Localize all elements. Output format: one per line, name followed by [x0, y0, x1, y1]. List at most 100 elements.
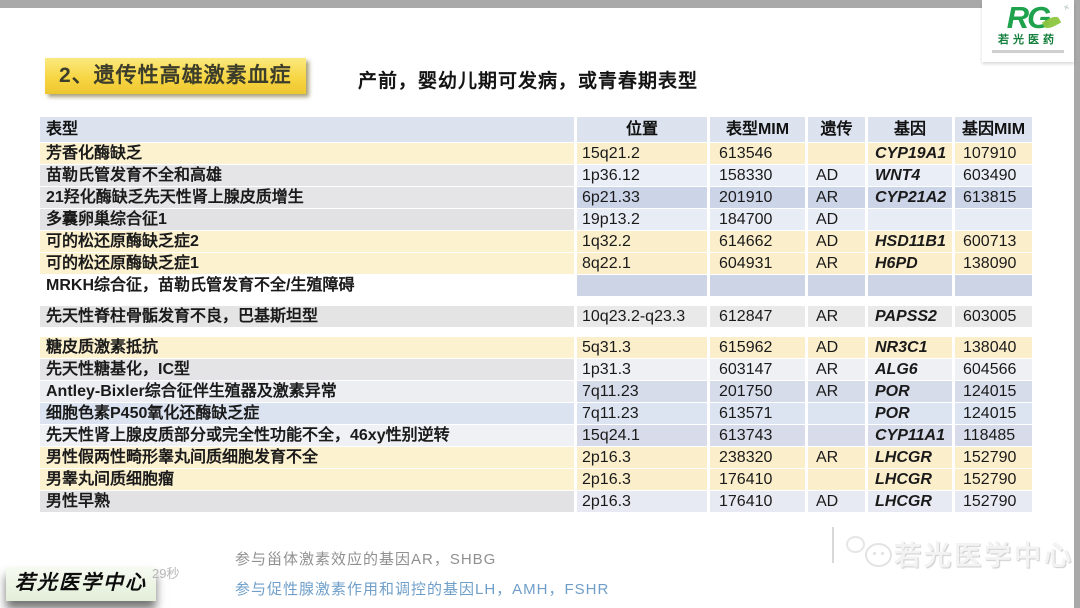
- gene-cell: [868, 275, 952, 296]
- inheritance-cell: [808, 403, 865, 424]
- table-header-cell: 表型MIM: [710, 117, 805, 142]
- gene-mim-cell: 604566: [955, 359, 1032, 380]
- gene-cell: LHCGR: [868, 491, 952, 512]
- phenotype-mim-cell: 238320: [710, 447, 805, 468]
- table-row: 先天性脊柱骨骺发育不良，巴基斯坦型 10q23.2-q23.3 612847 AR PA…: [40, 306, 1036, 327]
- gene-cell: LHCGR: [868, 447, 952, 468]
- table-gap-row: [40, 297, 1036, 306]
- gene-cell: CYP21A2: [868, 187, 952, 208]
- phenotype-cell: 多囊卵巢综合征1: [40, 209, 574, 230]
- table-header-cell: 基因: [868, 117, 952, 142]
- phenotype-cell: 可的松还原酶缺乏症2: [40, 231, 574, 252]
- inheritance-cell: AR: [808, 447, 865, 468]
- gene-cell: LHCGR: [868, 469, 952, 490]
- phenotype-cell: 细胞色素P450氧化还酶缺乏症: [40, 403, 574, 424]
- gene-mim-cell: 118485: [955, 425, 1032, 446]
- footnote-gonadotropin-genes: 参与促性腺激素作用和调控的基因LH，AMH，FSHR: [235, 581, 610, 598]
- phenotype-cell: 先天性肾上腺皮质部分或完全性功能不全，46xy性别逆转: [40, 425, 574, 446]
- phenotype-mim-cell: 603147: [710, 359, 805, 380]
- gene-mim-cell: 152790: [955, 469, 1032, 490]
- location-cell: 2p16.3: [577, 469, 707, 490]
- timer-label: 29秒: [152, 566, 180, 581]
- wechat-bubbles-icon: [846, 535, 894, 572]
- gene-cell: CYP19A1: [868, 143, 952, 164]
- location-cell: 2p16.3: [577, 447, 707, 468]
- location-cell: 19p13.2: [577, 209, 707, 230]
- phenotype-cell: 男性假两性畸形睾丸间质细胞发育不全: [40, 447, 574, 468]
- table-header-cell: 表型: [40, 117, 574, 142]
- table-body: 芳香化酶缺乏 15q21.2 613546 CYP19A1 107910 苗勒氏管发育不全…: [40, 143, 1036, 512]
- table-row: 先天性肾上腺皮质部分或完全性功能不全，46xy性别逆转 15q24.1 613743…: [40, 425, 1036, 446]
- inheritance-cell: [808, 469, 865, 490]
- rg-logo-icon: RG: [1006, 0, 1051, 35]
- gene-mim-cell: 138090: [955, 253, 1032, 274]
- table-row: 可的松还原酶缺乏症2 1q32.2 614662 AD HSD11B1 600713: [40, 231, 1036, 252]
- location-cell: 15q24.1: [577, 425, 707, 446]
- location-cell: 2p16.3: [577, 491, 707, 512]
- watermark-divider: [832, 527, 834, 563]
- phenotype-cell: 男性早熟: [40, 491, 574, 512]
- phenotype-cell: 男睾丸间质细胞瘤: [40, 469, 574, 490]
- gene-mim-cell: 124015: [955, 403, 1032, 424]
- page-title: 2、遗传性高雄激素血症: [45, 58, 306, 94]
- phenotype-mim-cell: 604931: [710, 253, 805, 274]
- inheritance-cell: AR: [808, 306, 865, 327]
- phenotype-mim-cell: 613571: [710, 403, 805, 424]
- gene-mim-cell: 138040: [955, 337, 1032, 358]
- gene-cell: ALG6: [868, 359, 952, 380]
- brand-tagline-placeholder: [992, 50, 1064, 53]
- location-cell: 8q22.1: [577, 253, 707, 274]
- table-row: 男性早熟 2p16.3 176410 AD LHCGR 152790: [40, 491, 1036, 512]
- table-row: 芳香化酶缺乏 15q21.2 613546 CYP19A1 107910: [40, 143, 1036, 164]
- location-cell: 7q11.23: [577, 403, 707, 424]
- table-row: 多囊卵巢综合征1 19p13.2 184700 AD: [40, 209, 1036, 230]
- slide-top-border: [0, 0, 1080, 8]
- phenotype-cell: 糖皮质激素抵抗: [40, 337, 574, 358]
- location-cell: [577, 275, 707, 296]
- table-row: 男睾丸间质细胞瘤 2p16.3 176410 LHCGR 152790: [40, 469, 1036, 490]
- gene-mim-cell: [955, 275, 1032, 296]
- watermark-text: 若光医学中心: [894, 541, 1074, 571]
- inheritance-cell: AR: [808, 253, 865, 274]
- table-header-cell: 位置: [577, 117, 707, 142]
- table-header-cell: 基因MIM: [955, 117, 1032, 142]
- phenotype-cell: 先天性糖基化，IC型: [40, 359, 574, 380]
- phenotype-mim-cell: [710, 275, 805, 296]
- table-row: 糖皮质激素抵抗 5q31.3 615962 AD NR3C1 138040: [40, 337, 1036, 358]
- gene-cell: POR: [868, 381, 952, 402]
- phenotype-mim-cell: 613546: [710, 143, 805, 164]
- phenotype-cell: 可的松还原酶缺乏症1: [40, 253, 574, 274]
- gene-mim-cell: 124015: [955, 381, 1032, 402]
- table-header-row: 表型 位置 表型MIM 遗传 基因 基因MIM: [40, 117, 1036, 142]
- gene-mim-cell: 603490: [955, 165, 1032, 186]
- phenotype-mim-cell: 201910: [710, 187, 805, 208]
- footnote-steroid-genes: 参与甾体激素效应的基因AR，SHBG: [235, 551, 497, 568]
- gene-mim-cell: 613815: [955, 187, 1032, 208]
- location-cell: 15q21.2: [577, 143, 707, 164]
- gene-cell: PAPSS2: [868, 306, 952, 327]
- phenotype-mim-cell: 612847: [710, 306, 805, 327]
- table-row: 先天性糖基化，IC型 1p31.3 603147 AR ALG6 604566: [40, 359, 1036, 380]
- bottom-left-stamp: 若光医学中心: [6, 567, 156, 601]
- inheritance-cell: AD: [808, 337, 865, 358]
- gene-cell: H6PD: [868, 253, 952, 274]
- inheritance-cell: [808, 143, 865, 164]
- inheritance-cell: [808, 275, 865, 296]
- gene-mim-cell: 152790: [955, 447, 1032, 468]
- location-cell: 1p36.12: [577, 165, 707, 186]
- table-row: 21羟化酶缺乏先天性肾上腺皮质增生 6p21.33 201910 AR CYP21A2 6…: [40, 187, 1036, 208]
- inheritance-cell: [808, 425, 865, 446]
- phenotype-mim-cell: 201750: [710, 381, 805, 402]
- location-cell: 6p21.33: [577, 187, 707, 208]
- gene-cell: [868, 209, 952, 230]
- table-row: 细胞色素P450氧化还酶缺乏症 7q11.23 613571 POR 124015: [40, 403, 1036, 424]
- phenotype-mim-cell: 184700: [710, 209, 805, 230]
- gene-mim-cell: 603005: [955, 306, 1032, 327]
- table-header-cell: 遗传: [808, 117, 865, 142]
- phenotype-mim-cell: 615962: [710, 337, 805, 358]
- gene-mim-cell: 152790: [955, 491, 1032, 512]
- brand-caption: 若光医药: [998, 34, 1058, 46]
- phenotype-mim-cell: 176410: [710, 469, 805, 490]
- location-cell: 7q11.23: [577, 381, 707, 402]
- inheritance-cell: AD: [808, 209, 865, 230]
